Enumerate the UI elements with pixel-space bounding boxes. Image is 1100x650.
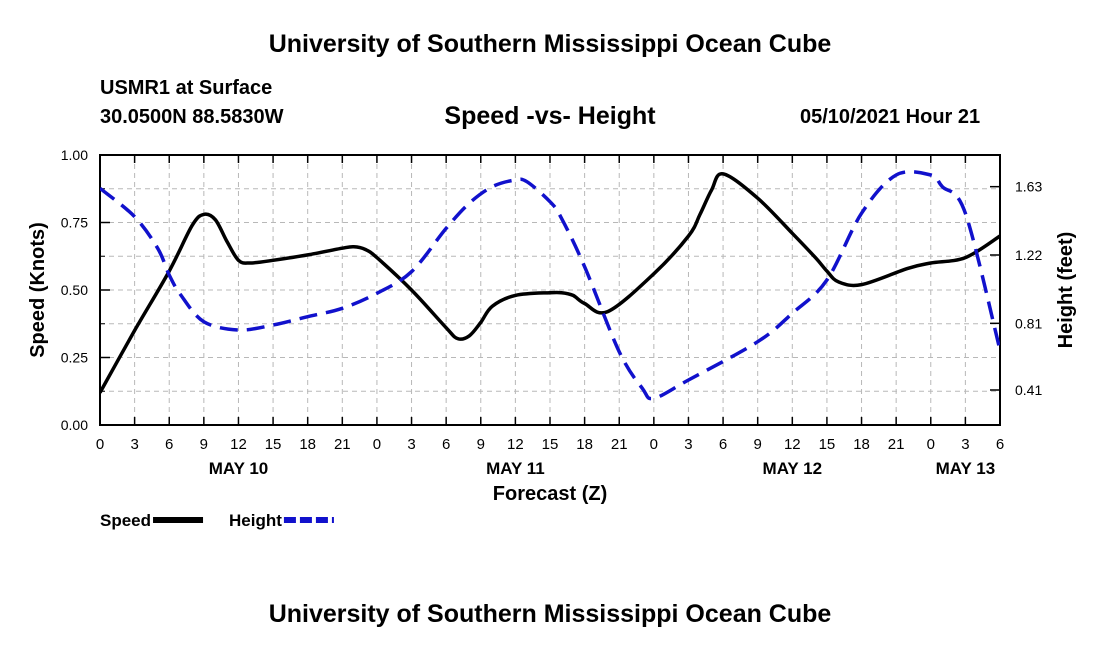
x-tick-label: 9 [200, 436, 208, 453]
x-tick-label: 12 [507, 436, 524, 453]
x-tick-label: 15 [819, 436, 836, 453]
series-line-height [100, 169, 1000, 401]
x-tick-label: 3 [130, 436, 138, 453]
x-tick-label: 21 [888, 436, 905, 453]
x-tick-label: 3 [407, 436, 415, 453]
x-tick-label: 18 [853, 436, 870, 453]
y-left-tick-label: 0.00 [61, 417, 88, 433]
datetime-label: 05/10/2021 Hour 21 [800, 106, 981, 128]
x-day-label: MAY 10 [209, 459, 269, 478]
series-line-speed [100, 172, 1000, 394]
x-tick-label: 0 [927, 436, 935, 453]
y-right-tick-label: 1.63 [1015, 179, 1042, 195]
x-tick-label: 6 [165, 436, 173, 453]
station-label: USMR1 at Surface [100, 77, 273, 99]
x-tick-label: 21 [334, 436, 351, 453]
x-tick-label: 0 [650, 436, 658, 453]
x-tick-label: 3 [684, 436, 692, 453]
x-tick-label: 3 [961, 436, 969, 453]
x-day-label: MAY 11 [486, 459, 545, 478]
legend-label-height: Height [229, 511, 282, 530]
x-tick-label: 18 [299, 436, 316, 453]
x-tick-label: 6 [996, 436, 1004, 453]
x-tick-label: 15 [265, 436, 282, 453]
x-tick-label: 6 [719, 436, 727, 453]
x-day-label: MAY 12 [763, 459, 823, 478]
y-right-axis-title: Height (feet) [1055, 232, 1077, 349]
x-tick-label: 15 [542, 436, 559, 453]
y-right-tick-label: 1.22 [1015, 247, 1042, 263]
y-left-tick-label: 1.00 [61, 147, 88, 163]
y-right-tick-label: 0.81 [1015, 315, 1042, 331]
x-tick-label: 12 [230, 436, 247, 453]
x-tick-label: 18 [576, 436, 593, 453]
y-left-axis-title: Speed (Knots) [27, 222, 49, 358]
x-tick-label: 9 [754, 436, 762, 453]
x-tick-label: 21 [611, 436, 628, 453]
x-day-label: MAY 13 [936, 459, 996, 478]
x-tick-label: 0 [96, 436, 104, 453]
page-title-bottom: University of Southern Mississippi Ocean… [268, 600, 832, 628]
y-left-tick-label: 0.75 [61, 215, 88, 231]
y-left-tick-label: 0.50 [61, 282, 88, 298]
x-axis-title: Forecast (Z) [493, 483, 607, 505]
x-tick-label: 0 [373, 436, 381, 453]
chart-title: Speed -vs- Height [444, 102, 656, 130]
x-tick-label: 12 [784, 436, 801, 453]
y-left-tick-label: 0.25 [61, 350, 88, 366]
x-tick-label: 6 [442, 436, 450, 453]
coords-label: 30.0500N 88.5830W [100, 106, 284, 128]
y-right-tick-label: 0.41 [1015, 382, 1042, 398]
legend-label-speed: Speed [100, 511, 151, 530]
x-tick-label: 9 [477, 436, 485, 453]
page-title-top: University of Southern Mississippi Ocean… [268, 30, 832, 58]
